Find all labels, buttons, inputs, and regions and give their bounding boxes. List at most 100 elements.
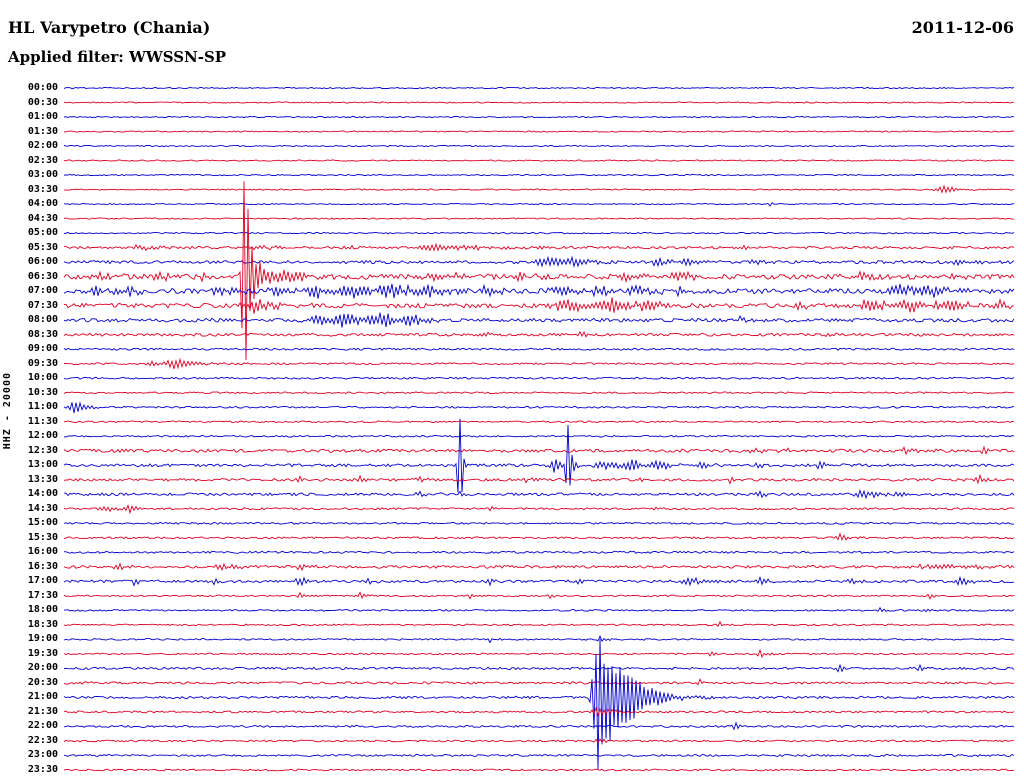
seismic-trace-1500 — [63, 521, 1015, 525]
seismic-trace-1900 — [63, 634, 1014, 644]
time-label: 09:00 — [27, 343, 58, 355]
seismic-trace-1400 — [63, 489, 1015, 500]
seismic-trace-0130 — [63, 130, 1015, 133]
seismic-trace-2100 — [63, 638, 1015, 770]
seismic-trace-1630 — [63, 562, 1015, 572]
time-label: 10:00 — [27, 372, 58, 384]
seismic-trace-0500 — [63, 231, 1015, 235]
time-label: 17:30 — [27, 589, 58, 601]
time-label: 19:00 — [27, 633, 58, 645]
seismic-trace-0200 — [63, 144, 1015, 148]
time-label: 07:30 — [27, 299, 58, 311]
time-label: 21:30 — [27, 705, 58, 717]
time-label: 12:00 — [27, 430, 58, 442]
seismic-trace-0100 — [63, 115, 1015, 119]
seismic-trace-0030 — [63, 101, 1015, 104]
time-label: 00:30 — [27, 96, 58, 108]
seismic-trace-0830 — [63, 330, 1015, 338]
seismic-trace-0300 — [63, 173, 1015, 177]
seismic-trace-0000 — [63, 86, 1015, 90]
time-label: 13:30 — [27, 473, 58, 485]
seismic-trace-1600 — [63, 550, 1015, 554]
time-label: 03:30 — [27, 183, 58, 195]
time-label-column: 00:00 00:30 01:00 01:30 02:00 02:30 03:00 03:30… — [0, 0, 60, 780]
time-label: 09:30 — [27, 357, 58, 369]
time-label: 16:00 — [27, 546, 58, 558]
seismic-trace-2000 — [63, 663, 1015, 673]
seismic-trace-0600 — [63, 255, 1015, 268]
time-label: 23:30 — [27, 763, 58, 775]
time-label: 08:30 — [27, 328, 58, 340]
time-label: 02:00 — [27, 140, 58, 152]
time-label: 03:00 — [27, 169, 58, 181]
seismic-trace-0330 — [64, 184, 1015, 194]
time-label: 12:30 — [27, 444, 58, 456]
seismic-trace-0430 — [63, 217, 1015, 220]
seismic-trace-2230 — [63, 738, 1015, 744]
seismic-trace-2030 — [63, 678, 1015, 686]
seismic-trace-1130 — [63, 420, 1014, 424]
time-label: 01:00 — [27, 111, 58, 123]
seismic-trace-1530 — [63, 532, 1015, 542]
seismic-trace-2300 — [63, 753, 1015, 757]
seismic-trace-0700 — [63, 283, 1015, 299]
time-label: 11:00 — [27, 401, 58, 413]
time-label: 21:00 — [27, 691, 58, 703]
time-label: 18:30 — [27, 618, 58, 630]
time-label: 04:30 — [27, 212, 58, 224]
seismic-trace-2130 — [63, 706, 1015, 717]
seismic-trace-1100 — [63, 401, 1015, 414]
time-label: 14:30 — [27, 502, 58, 514]
seismic-trace-1700 — [63, 575, 1015, 587]
filter-label: Applied filter: WWSSN-SP — [8, 48, 227, 66]
seismic-trace-2200 — [63, 721, 1015, 731]
time-label: 23:00 — [27, 749, 58, 761]
seismic-trace-0400 — [63, 202, 1015, 207]
seismic-trace-1800 — [64, 606, 1015, 613]
time-label: 19:30 — [27, 647, 58, 659]
time-label: 06:30 — [27, 270, 58, 282]
time-label: 05:00 — [27, 227, 58, 239]
time-label: 08:00 — [27, 314, 58, 326]
time-label: 06:00 — [27, 256, 58, 268]
time-label: 20:30 — [27, 676, 58, 688]
seismic-trace-1000 — [63, 376, 1015, 380]
seismic-trace-1430 — [63, 504, 1015, 515]
time-label: 13:00 — [27, 459, 58, 471]
time-label: 00:00 — [27, 82, 58, 93]
time-label: 10:30 — [27, 386, 58, 398]
seismic-trace-1930 — [63, 648, 1014, 659]
seismic-trace-1300 — [63, 418, 1015, 493]
seismic-trace-1230 — [63, 445, 1015, 456]
time-label: 22:30 — [27, 734, 58, 746]
time-label: 20:00 — [27, 662, 58, 674]
time-label: 15:00 — [27, 517, 58, 529]
time-label: 14:00 — [27, 488, 58, 500]
seismic-trace-1200 — [63, 434, 1015, 438]
time-label: 17:00 — [27, 575, 58, 587]
time-label: 18:00 — [27, 604, 58, 616]
time-label: 15:30 — [27, 531, 58, 543]
seismic-trace-0230 — [63, 159, 1014, 162]
seismic-trace-0530 — [64, 242, 1015, 252]
seismic-trace-0900 — [63, 347, 1015, 351]
seismic-trace-1330 — [63, 473, 1015, 485]
seismic-trace-2330 — [63, 768, 1015, 772]
seismic-trace-0800 — [63, 312, 1015, 328]
seismic-trace-0930 — [63, 357, 1015, 370]
seismic-trace-0730 — [63, 297, 1014, 314]
time-label: 07:00 — [27, 285, 58, 297]
station-title: HL Varypetro (Chania) — [8, 18, 211, 37]
seismic-trace-1030 — [63, 391, 1015, 395]
seismic-trace-1730 — [63, 591, 1015, 600]
time-label: 02:30 — [27, 154, 58, 166]
time-label: 11:30 — [27, 415, 58, 427]
time-label: 22:00 — [27, 720, 58, 732]
seismic-trace-0630 — [63, 181, 1015, 361]
time-label: 04:00 — [27, 198, 58, 210]
time-label: 05:30 — [27, 241, 58, 253]
seismic-trace-1830 — [63, 620, 1015, 628]
time-label: 01:30 — [27, 125, 58, 137]
